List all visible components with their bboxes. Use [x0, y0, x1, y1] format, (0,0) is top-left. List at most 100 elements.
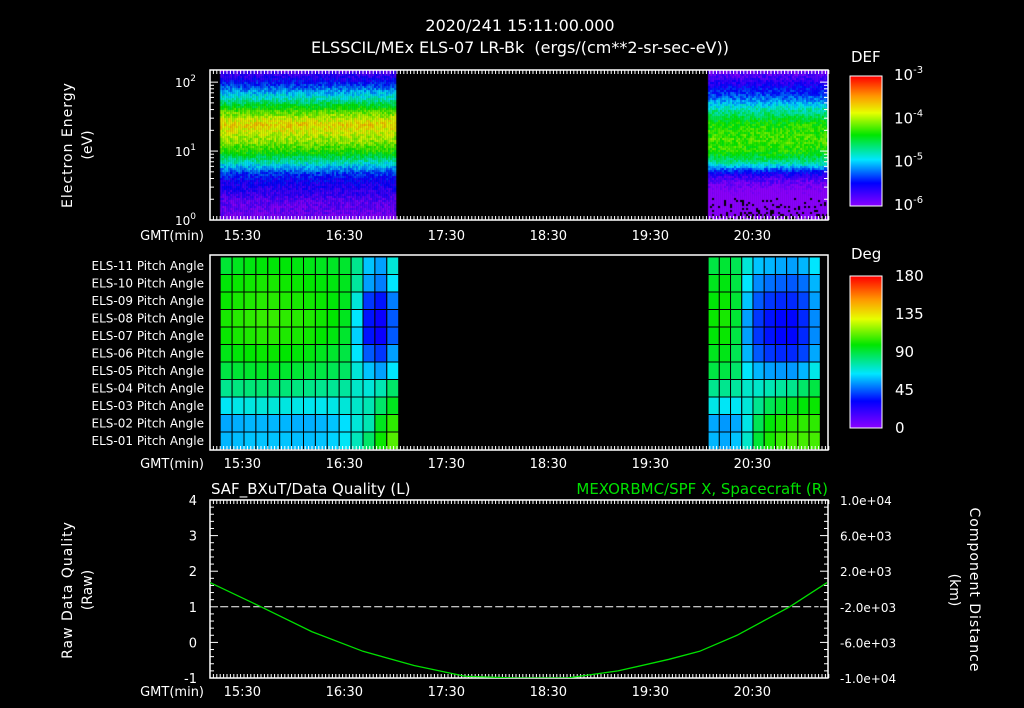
line-panel: GMT(min) 15:30 16:30 17:30 18:30 19:30 20:30 4 3… — [60, 480, 982, 700]
colorbar-segment — [850, 403, 882, 405]
colorbar-segment — [850, 422, 882, 424]
colorbar-segment — [850, 375, 882, 377]
colorbar-segment — [850, 107, 882, 109]
colorbar-segment — [850, 133, 882, 135]
colorbar-segment — [850, 371, 882, 373]
pitch-angle-cell — [362, 309, 376, 328]
colorbar-segment — [850, 412, 882, 414]
pitch-angle-row-label: ELS-08 Pitch Angle — [92, 312, 204, 326]
pitch-angle-cell — [752, 396, 765, 415]
colorbar-segment — [850, 417, 882, 419]
left-tick-label: 2 — [189, 565, 197, 580]
colorbar-segment — [850, 101, 882, 103]
pitch-angle-cell — [707, 414, 720, 433]
colorbar-segment — [850, 343, 882, 345]
right-tick-label: 2.0e+03 — [840, 565, 892, 579]
time-tick-label: 15:30 — [224, 229, 261, 244]
pitch-angle-cell — [243, 326, 257, 345]
pitch-angle-cell — [808, 344, 821, 363]
pitch-angle-cell — [350, 256, 364, 275]
colorbar-tick-label: 90 — [895, 343, 914, 361]
colorbar-segment — [850, 84, 882, 86]
colorbar-segment — [850, 382, 882, 384]
pitch-angle-cell — [338, 256, 352, 275]
pitch-angle-cell — [730, 256, 743, 275]
time-tick-label: 17:30 — [428, 685, 465, 700]
colorbar-segment — [850, 408, 882, 410]
colorbar-segment — [850, 118, 882, 120]
pitch-angle-cell — [718, 431, 732, 450]
pitch-angle-cell — [374, 309, 388, 328]
colorbar-segment — [850, 123, 882, 125]
colorbar-tick-label: 135 — [895, 305, 924, 323]
pitch-angle-cell — [219, 414, 233, 433]
pitch-angle-cell — [231, 361, 245, 380]
pitch-angle-cell — [797, 361, 810, 380]
pitch-angle-row-label: ELS-01 Pitch Angle — [92, 434, 204, 448]
colorbar-segment — [850, 370, 882, 372]
pitch-angle-cell — [350, 274, 364, 293]
pitch-angle-cell — [797, 256, 810, 275]
colorbar-segment — [850, 301, 882, 303]
colorbar-segment — [850, 137, 882, 139]
colorbar-segment — [850, 204, 882, 206]
colorbar-segment — [850, 347, 882, 349]
colorbar-segment — [850, 144, 882, 146]
colorbar-segment — [850, 167, 882, 169]
pitch-angle-cell — [267, 414, 281, 433]
colorbar-segment — [850, 364, 882, 366]
energy-spectrogram — [210, 70, 828, 220]
colorbar-segment — [850, 330, 882, 332]
pitch-angle-cell — [763, 414, 776, 433]
pitch-angle-cell — [279, 291, 293, 310]
colorbar-segment — [850, 297, 882, 299]
colorbar-segment — [850, 385, 882, 387]
colorbar-segment — [850, 322, 882, 324]
pitch-angle-cell — [786, 326, 799, 345]
pitch-angle-cell — [350, 291, 364, 310]
pitch-angle-cell — [808, 326, 821, 345]
colorbar-segment — [850, 146, 882, 148]
colorbar-segment — [850, 159, 882, 161]
colorbar-segment — [850, 380, 882, 382]
pitch-angle-cell — [314, 326, 328, 345]
pitch-angle-cell — [374, 344, 388, 363]
pitch-angle-cell — [386, 256, 400, 275]
pitch-angle-cell — [774, 256, 788, 275]
pitch-angle-cell — [718, 256, 732, 275]
pitch-angle-row-label: ELS-03 Pitch Angle — [92, 399, 204, 413]
colorbar-segment — [850, 162, 882, 164]
pitch-angle-cell — [219, 326, 233, 345]
colorbar-segment — [850, 122, 882, 124]
colorbar-segment — [850, 336, 882, 338]
colorbar-segment — [850, 386, 882, 388]
colorbar-segment — [850, 83, 882, 85]
left-tick-label: 3 — [189, 530, 197, 545]
colorbar-segment — [850, 91, 882, 93]
colorbar-segment — [850, 161, 882, 163]
pitch-angle-cell — [808, 309, 821, 328]
colorbar-segment — [850, 398, 882, 400]
time-tick-label: 19:30 — [632, 685, 669, 700]
colorbar-segment — [850, 307, 882, 309]
colorbar-segment — [850, 316, 882, 318]
pitch-angle-cell — [326, 379, 340, 398]
pitch-angle-cell — [326, 256, 340, 275]
colorbar-segment — [850, 117, 882, 119]
colorbar-segment — [850, 369, 882, 371]
colorbar-segment — [850, 105, 882, 107]
colorbar-segment — [850, 195, 882, 197]
colorbar-segment — [850, 400, 882, 402]
pitch-angle-cell — [752, 414, 765, 433]
colorbar-segment — [850, 79, 882, 81]
time-tick-label: 18:30 — [530, 457, 567, 472]
colorbar-segment — [850, 340, 882, 342]
pitch-angle-row-label: ELS-04 Pitch Angle — [92, 382, 204, 396]
colorbar-segment — [850, 329, 882, 331]
pitch-angle-row-label: ELS-05 Pitch Angle — [92, 364, 204, 378]
colorbar-segment — [850, 315, 882, 317]
time-axis-label: GMT(min) — [140, 229, 204, 244]
pitch-angle-cell — [786, 414, 799, 433]
colorbar-segment — [850, 116, 882, 118]
left-tick-label: 1 — [189, 601, 197, 616]
